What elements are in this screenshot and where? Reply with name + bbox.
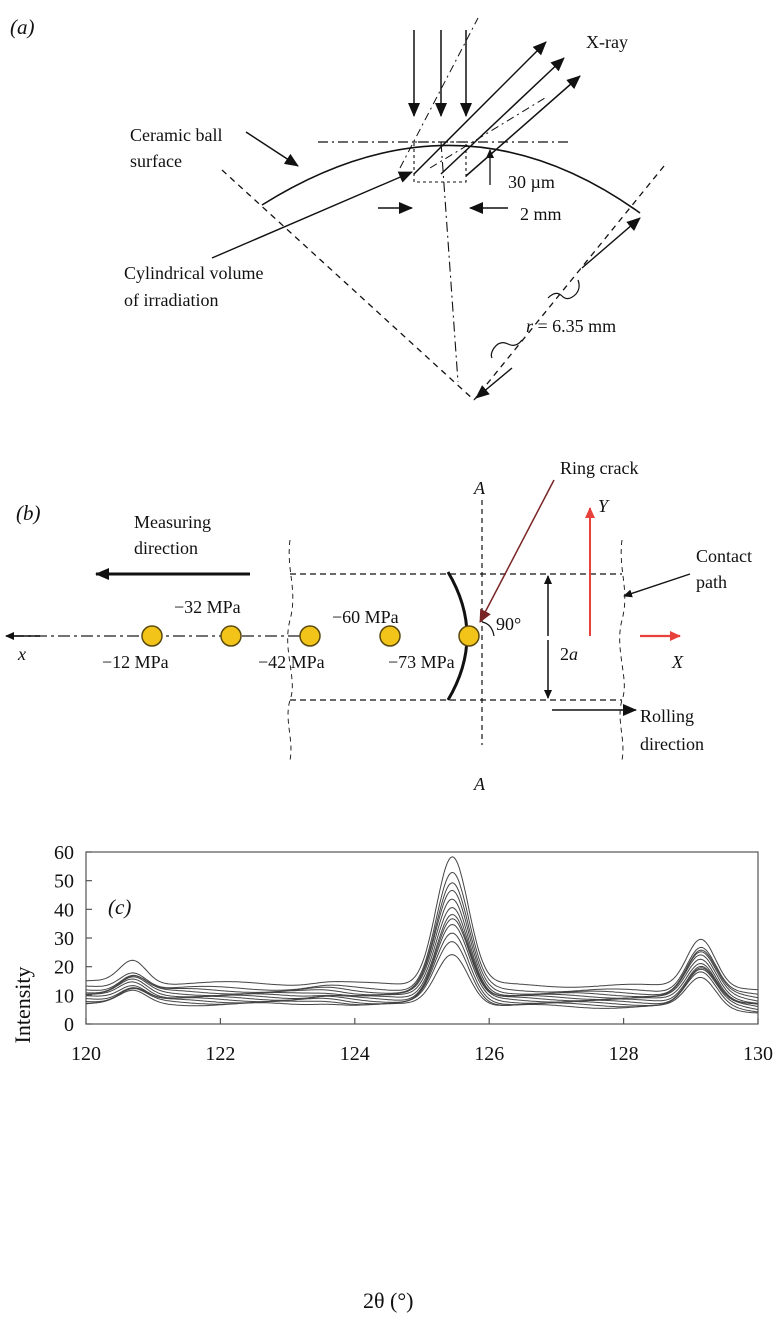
X-axis-label: X	[671, 652, 684, 672]
Y-axis-label: Y	[598, 496, 610, 516]
y-tick-label: 10	[54, 985, 74, 1007]
depth-label: 30 µm	[508, 172, 555, 192]
volume-label-1: Cylindrical volume	[124, 263, 263, 283]
x-axis-title: 2θ (°)	[363, 1288, 414, 1313]
rolling-label-2: direction	[640, 734, 704, 754]
x-tick-label: 120	[71, 1043, 101, 1065]
ball-surface-label-2: surface	[130, 151, 182, 171]
width-2a-label: 2a	[560, 644, 578, 664]
diffraction-curve	[85, 923, 759, 1007]
ring-crack-arrow	[479, 479, 555, 623]
section-label-bottom: A	[473, 774, 486, 794]
radius-squiggle-upper	[547, 279, 580, 300]
stress-label-1: −12 MPa	[102, 652, 169, 672]
point-5	[458, 625, 480, 647]
x-tick-label: 126	[474, 1043, 504, 1065]
x-axis-label: x	[17, 644, 26, 664]
guide-line-2	[429, 97, 546, 169]
x-tick-label: 122	[205, 1043, 235, 1065]
radius-arrow-lower	[475, 367, 513, 399]
panel-b-label: (b)	[16, 501, 41, 525]
section-label-top: A	[473, 478, 486, 498]
ball-surface-label-1: Ceramic ball	[130, 125, 222, 145]
contact-label-2: path	[696, 572, 727, 592]
irradiated-volume	[413, 141, 467, 183]
panel-c-label: (c)	[108, 895, 131, 919]
x-ticks: 120 122 124 126 128 130	[71, 1018, 773, 1065]
volume-pointer	[211, 171, 413, 259]
stress-label-5: −73 MPa	[388, 652, 455, 672]
diffraction-curve	[85, 932, 759, 1010]
y-tick-label: 50	[54, 871, 74, 893]
point-2	[220, 625, 242, 647]
panel-b: (b) Measuring direction A A x X Y Ring c…	[5, 458, 752, 794]
diffracted-xray-arrows	[413, 41, 581, 177]
contact-pointer	[623, 573, 691, 598]
angle-label: 90°	[496, 614, 521, 634]
point-4	[379, 625, 401, 647]
panel-a: (a) X-ray Ceramic ball surface	[10, 15, 665, 401]
diffraction-curves	[85, 856, 759, 1014]
radius-arrow-upper	[581, 217, 641, 269]
x-tick-label: 128	[609, 1043, 639, 1065]
panel-a-label: (a)	[10, 15, 35, 39]
stress-label-2: −32 MPa	[174, 597, 241, 617]
measuring-label-1: Measuring	[134, 512, 211, 532]
diffraction-curve	[85, 871, 759, 995]
y-tick-label: 60	[54, 842, 74, 864]
radius-left	[221, 169, 475, 401]
y-ticks: 0 10 20 30 40 50 60	[54, 842, 92, 1036]
x-tick-label: 124	[340, 1043, 370, 1065]
y-tick-label: 0	[64, 1014, 74, 1036]
panel-c-chart: 120 122 124 126 128 130 0 10 20 30 40 50 60 (c) 2θ …	[10, 842, 773, 1313]
diffraction-curve	[86, 918, 759, 1005]
x-tick-label: 130	[743, 1043, 773, 1065]
y-axis-title: Intensity	[10, 967, 35, 1044]
contact-path-right-edge	[619, 539, 626, 761]
radius-right	[473, 165, 665, 401]
right-angle-arc	[481, 621, 495, 637]
ring-crack-label: Ring crack	[560, 458, 638, 478]
y-tick-label: 30	[54, 928, 74, 950]
contact-label-1: Contact	[696, 546, 752, 566]
rolling-label-1: Rolling	[640, 706, 694, 726]
measurement-points	[141, 625, 480, 647]
point-1	[141, 625, 163, 647]
radius-label: r = 6.35 mm	[526, 316, 616, 336]
radius-squiggle-lower	[490, 339, 523, 359]
stress-label-4: −60 MPa	[332, 607, 399, 627]
stress-label-3: −42 MPa	[258, 652, 325, 672]
guide-line-1	[399, 17, 479, 169]
point-3	[299, 625, 321, 647]
measuring-label-2: direction	[134, 538, 198, 558]
center-line	[440, 141, 459, 383]
contact-path-left-edge	[287, 539, 294, 761]
xray-label: X-ray	[586, 32, 628, 52]
ball-surface-pointer	[245, 131, 299, 167]
diffraction-curve	[85, 954, 759, 1014]
width-label: 2 mm	[520, 204, 562, 224]
y-tick-label: 20	[54, 957, 74, 979]
incident-xray-arrows	[408, 30, 472, 117]
diffraction-curve	[86, 856, 759, 991]
y-tick-label: 40	[54, 899, 74, 921]
ball-surface-arc	[261, 144, 641, 214]
volume-label-2: of irradiation	[124, 290, 218, 310]
